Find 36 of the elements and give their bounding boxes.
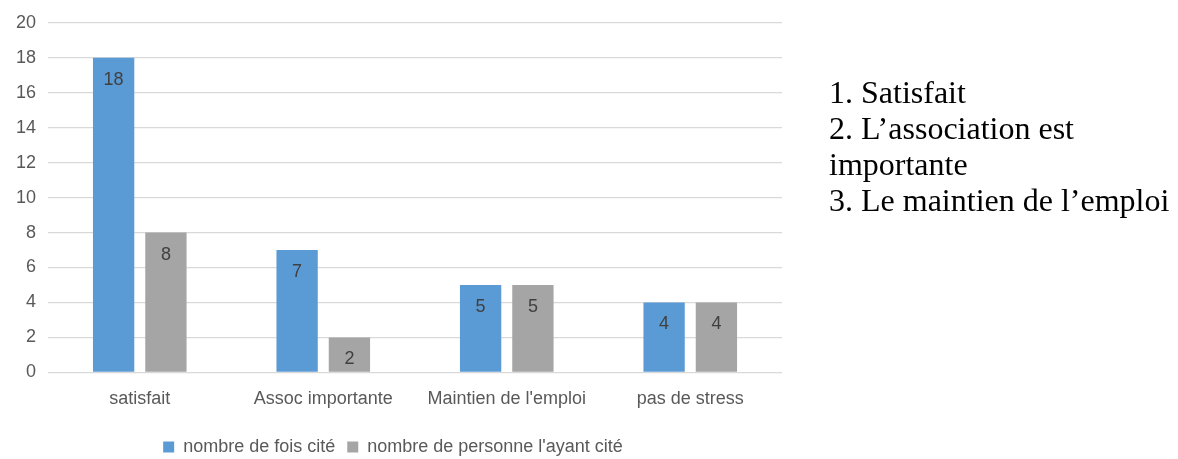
bar	[276, 250, 318, 372]
text: 2. L’association est importante	[829, 110, 1075, 182]
x-tick-label: pas de stress	[636, 388, 744, 409]
y-tick-label: 0	[26, 361, 37, 382]
y-tick-label: 14	[15, 116, 37, 137]
x-tick-label: Assoc importante	[253, 388, 393, 409]
y-tick-label: 18	[15, 46, 37, 67]
legend-label: nombre de fois cité	[183, 435, 336, 456]
bar	[512, 285, 554, 372]
data-label: 7	[292, 261, 303, 282]
y-tick-label: 4	[26, 291, 37, 312]
y-tick-label: 20	[15, 11, 37, 32]
y-tick-label: 8	[26, 221, 37, 242]
text: 1. Satisfait	[829, 74, 967, 110]
data-label: 5	[475, 295, 486, 316]
x-tick-label: Maintien de l'emploi	[427, 388, 587, 409]
bar	[459, 285, 502, 372]
y-tick-label: 10	[15, 186, 37, 207]
data-label: 5	[527, 295, 538, 316]
bar	[145, 232, 187, 372]
bar	[328, 337, 371, 372]
legend-label: nombre de personne l'ayant cité	[367, 435, 623, 456]
data-label: 4	[659, 313, 670, 334]
data-label: 18	[103, 68, 124, 89]
text: 3. Le maintien de l’emploi	[829, 182, 1171, 218]
y-tick-label: 6	[26, 256, 37, 277]
bar	[695, 302, 738, 372]
data-label: 4	[711, 313, 722, 334]
y-tick-label: 12	[15, 151, 37, 172]
y-tick-label: 2	[26, 326, 37, 347]
y-tick-label: 16	[15, 81, 37, 102]
bar	[643, 302, 685, 372]
data-label: 2	[344, 348, 355, 369]
data-label: 8	[160, 243, 171, 264]
bar	[92, 57, 135, 372]
x-tick-label: satisfait	[109, 388, 171, 409]
